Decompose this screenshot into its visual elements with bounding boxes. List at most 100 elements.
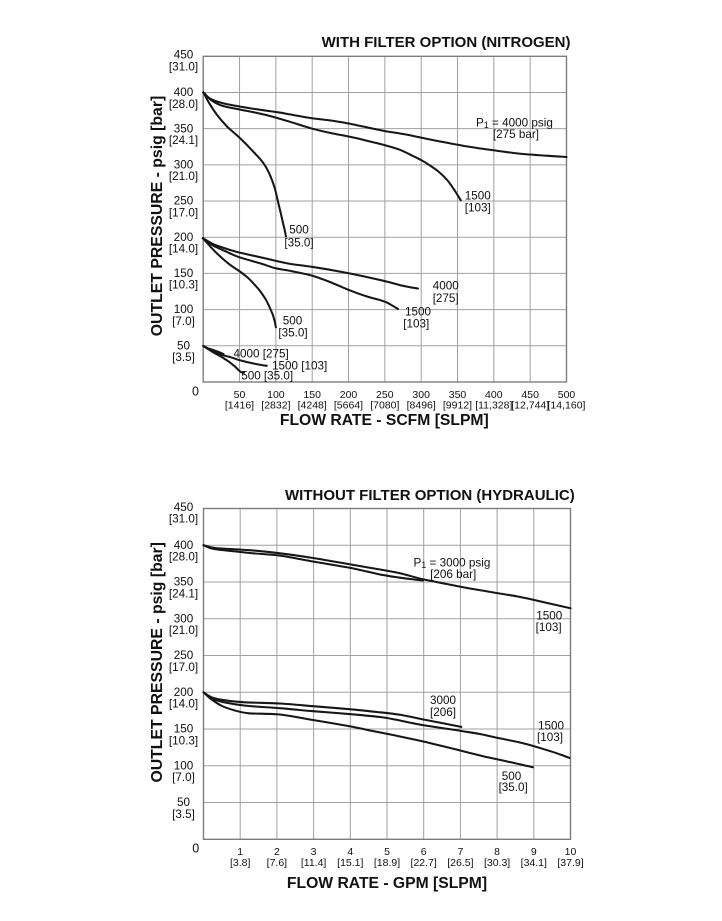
svg-text:500: 500 [283, 315, 303, 328]
svg-text:[3.5]: [3.5] [172, 808, 195, 821]
svg-text:[10.3]: [10.3] [169, 734, 198, 747]
svg-text:[103]: [103] [536, 621, 562, 634]
svg-text:[206 bar]: [206 bar] [430, 568, 476, 581]
svg-text:0: 0 [192, 384, 199, 398]
svg-text:4000 [275]: 4000 [275] [234, 348, 289, 361]
svg-text:1500 [103]: 1500 [103] [272, 359, 327, 372]
svg-text:[21.0]: [21.0] [169, 624, 198, 637]
svg-text:350: 350 [174, 122, 194, 135]
svg-text:450: 450 [174, 501, 194, 514]
svg-text:[35.0]: [35.0] [278, 327, 307, 340]
svg-text:WITHOUT FILTER OPTION (HYDRAUL: WITHOUT FILTER OPTION (HYDRAULIC) [285, 487, 575, 504]
svg-text:2: 2 [274, 846, 280, 858]
svg-text:8: 8 [494, 846, 500, 858]
svg-text:350: 350 [174, 576, 194, 589]
svg-text:[30.3]: [30.3] [484, 857, 510, 869]
svg-text:[35.0]: [35.0] [499, 781, 528, 794]
svg-text:3: 3 [311, 846, 317, 858]
svg-text:1500: 1500 [405, 306, 432, 319]
svg-text:[24.1]: [24.1] [169, 134, 198, 147]
svg-text:[15.1]: [15.1] [337, 857, 363, 869]
svg-text:WITH FILTER OPTION (NITROGEN): WITH FILTER OPTION (NITROGEN) [322, 34, 571, 51]
svg-text:[21.0]: [21.0] [169, 170, 198, 183]
svg-text:FLOW RATE - GPM [SLPM]: FLOW RATE - GPM [SLPM] [287, 875, 487, 892]
svg-text:[34.1]: [34.1] [521, 857, 547, 869]
svg-text:1500: 1500 [465, 190, 492, 203]
svg-text:0: 0 [192, 842, 199, 856]
svg-text:[206]: [206] [430, 706, 456, 719]
svg-text:100: 100 [174, 759, 194, 772]
svg-text:[31.0]: [31.0] [169, 513, 198, 526]
svg-text:500 [35.0]: 500 [35.0] [241, 370, 293, 383]
svg-text:300: 300 [174, 612, 194, 625]
svg-text:300: 300 [412, 389, 430, 401]
svg-text:[275 bar]: [275 bar] [493, 128, 539, 141]
svg-text:[14.0]: [14.0] [169, 698, 198, 711]
svg-text:OUTLET PRESSURE - psig [bar]: OUTLET PRESSURE - psig [bar] [149, 542, 166, 782]
svg-text:[14.0]: [14.0] [169, 243, 198, 256]
svg-text:450: 450 [521, 389, 539, 401]
svg-text:[9912]: [9912] [443, 400, 472, 412]
svg-text:200: 200 [174, 686, 194, 699]
svg-text:[4248]: [4248] [298, 400, 327, 412]
svg-text:[24.1]: [24.1] [169, 587, 198, 600]
svg-text:50: 50 [234, 389, 246, 401]
svg-text:P1 = 3000 psig: P1 = 3000 psig [414, 557, 491, 571]
svg-text:7: 7 [457, 846, 463, 858]
svg-text:500: 500 [289, 223, 309, 236]
svg-text:1500: 1500 [538, 720, 565, 733]
svg-text:[3.5]: [3.5] [172, 351, 195, 364]
svg-text:[28.0]: [28.0] [169, 98, 198, 111]
svg-text:10: 10 [565, 846, 577, 858]
svg-text:150: 150 [174, 267, 194, 280]
svg-text:150: 150 [303, 389, 321, 401]
svg-text:[275]: [275] [433, 292, 459, 305]
svg-text:[103]: [103] [537, 731, 563, 744]
svg-text:[26.5]: [26.5] [447, 857, 473, 869]
svg-text:400: 400 [485, 389, 503, 401]
svg-text:[2832]: [2832] [261, 400, 290, 412]
svg-text:100: 100 [267, 389, 285, 401]
svg-text:[8496]: [8496] [407, 400, 436, 412]
svg-text:1: 1 [237, 846, 243, 858]
svg-text:[7.0]: [7.0] [172, 315, 195, 328]
svg-text:[7.6]: [7.6] [267, 857, 288, 869]
svg-text:[22.7]: [22.7] [411, 857, 437, 869]
svg-text:400: 400 [174, 539, 194, 552]
svg-text:250: 250 [174, 195, 194, 208]
svg-text:400: 400 [174, 86, 194, 99]
svg-text:[11.4]: [11.4] [301, 857, 327, 869]
svg-text:300: 300 [174, 159, 194, 172]
svg-text:[1416]: [1416] [225, 400, 254, 412]
svg-text:250: 250 [376, 389, 394, 401]
svg-text:4: 4 [347, 846, 353, 858]
svg-text:250: 250 [174, 649, 194, 662]
svg-text:[37.9]: [37.9] [557, 857, 583, 869]
svg-text:[103]: [103] [403, 318, 429, 331]
svg-text:[28.0]: [28.0] [169, 551, 198, 564]
svg-text:[3.8]: [3.8] [230, 857, 251, 869]
svg-text:[17.0]: [17.0] [169, 661, 198, 674]
svg-text:[10.3]: [10.3] [169, 279, 198, 292]
svg-text:OUTLET PRESSURE - psig [bar]: OUTLET PRESSURE - psig [bar] [149, 96, 166, 336]
svg-text:6: 6 [421, 846, 427, 858]
svg-text:4000: 4000 [433, 280, 460, 293]
svg-text:[35.0]: [35.0] [284, 236, 313, 249]
svg-text:[17.0]: [17.0] [169, 206, 198, 219]
svg-text:500: 500 [558, 389, 576, 401]
svg-text:[7080]: [7080] [370, 400, 399, 412]
svg-text:3000: 3000 [430, 694, 457, 707]
svg-text:[11,328]: [11,328] [475, 400, 512, 412]
svg-text:[103]: [103] [465, 201, 491, 214]
svg-text:P1 = 4000 psig: P1 = 4000 psig [476, 117, 553, 131]
svg-text:9: 9 [531, 846, 537, 858]
svg-text:50: 50 [177, 796, 191, 809]
svg-text:200: 200 [174, 231, 194, 244]
svg-text:50: 50 [177, 339, 191, 352]
svg-text:200: 200 [340, 389, 358, 401]
svg-text:500: 500 [502, 770, 522, 783]
svg-text:100: 100 [174, 303, 194, 316]
svg-text:5: 5 [384, 846, 390, 858]
svg-text:450: 450 [174, 49, 194, 62]
svg-text:[7.0]: [7.0] [172, 771, 195, 784]
